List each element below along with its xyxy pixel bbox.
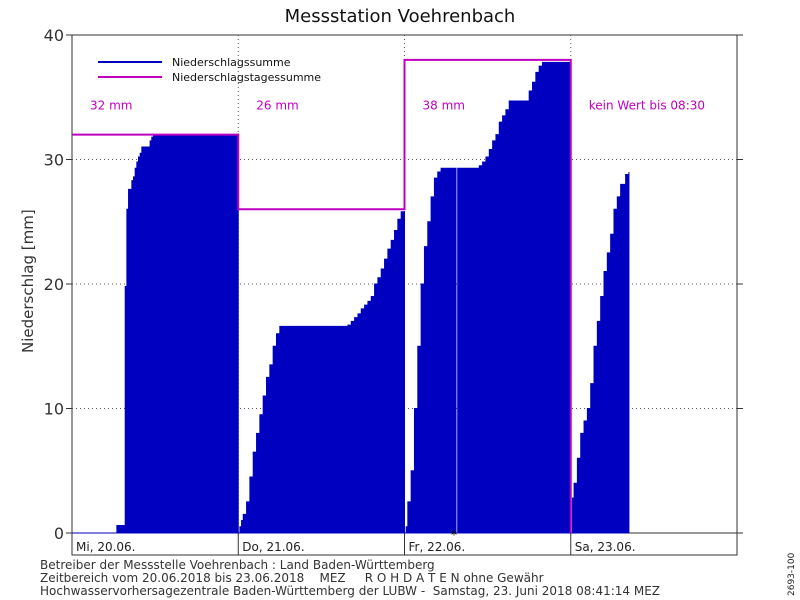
chart-title: Messstation Voehrenbach [284, 6, 516, 27]
precip-sum-area-day-2 [404, 61, 572, 534]
legend-label-1: Niederschlagstagessumme [172, 71, 321, 84]
daily-total-line [72, 58, 572, 533]
x-tick-label-0: Mi, 20.06. [76, 540, 135, 554]
x-tick-label-3: Sa, 23.06. [575, 540, 636, 554]
footer-source: Hochwasservorhersagezentrale Baden-Württ… [40, 584, 661, 598]
precip-sum-area-day-3 [570, 171, 630, 534]
x-tick-label-2: Fr, 22.06. [409, 540, 466, 554]
daily-total-label-2: 38 mm [423, 99, 465, 113]
daily-total-label-3: kein Wert bis 08:30 [589, 99, 705, 113]
precip-sum-area-day-1 [238, 211, 405, 534]
y-tick-label-20: 20 [44, 275, 64, 294]
daily-total-label-1: 26 mm [256, 99, 298, 113]
daily-total-label-0: 32 mm [90, 99, 132, 113]
footer-operator: Betreiber der Messstelle Voehrenbach : L… [40, 558, 435, 572]
station-code: 2693-100 [787, 552, 797, 596]
legend-label-0: Niederschlagssumme [172, 56, 291, 69]
y-tick-label-30: 30 [44, 151, 64, 170]
y-tick-label-0: 0 [54, 524, 64, 543]
footer-timerange: Zeitbereich vom 20.06.2018 bis 23.06.201… [40, 571, 544, 585]
precip-sum-area-day-0 [72, 134, 239, 534]
x-tick-label-1: Do, 21.06. [242, 540, 304, 554]
missing-data-marker: * [451, 528, 457, 542]
y-tick-label-40: 40 [44, 26, 64, 45]
y-tick-label-10: 10 [44, 400, 64, 419]
